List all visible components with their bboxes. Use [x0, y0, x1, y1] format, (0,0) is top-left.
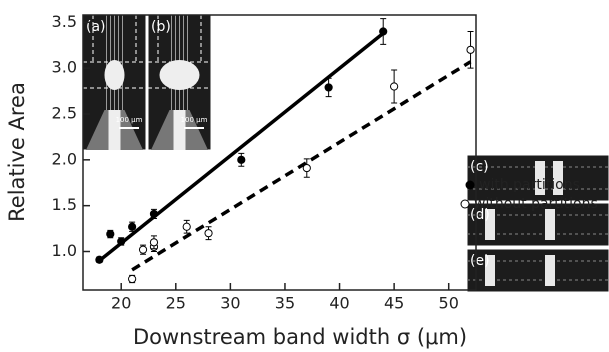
- legend-label: without partitions: [474, 196, 598, 212]
- inset-label: (e): [470, 253, 490, 269]
- legend-marker: [466, 181, 474, 189]
- inset-label: (a): [86, 19, 106, 35]
- scale-label: 100 μm: [116, 116, 143, 124]
- point: [467, 46, 474, 53]
- band: [160, 60, 200, 90]
- y-tick-label: 2.5: [52, 104, 77, 123]
- point: [325, 84, 332, 91]
- point: [183, 223, 190, 230]
- point: [96, 256, 103, 263]
- y-tick-label: 1.0: [52, 241, 77, 260]
- inset-label: (c): [470, 159, 489, 175]
- point: [150, 210, 157, 217]
- x-tick-label: 45: [384, 294, 404, 313]
- x-tick-label: 40: [329, 294, 349, 313]
- legend-label: with partitions: [479, 177, 580, 193]
- point: [150, 239, 157, 246]
- x-tick-label: 35: [275, 294, 295, 313]
- point: [380, 28, 387, 35]
- point: [118, 238, 125, 245]
- y-axis-label: Relative Area: [5, 82, 29, 222]
- y-tick-label: 1.5: [52, 195, 77, 214]
- x-tick-label: 50: [439, 294, 459, 313]
- point: [391, 83, 398, 90]
- point: [107, 230, 114, 237]
- x-tick-label: 30: [220, 294, 240, 313]
- x-tick-label: 20: [111, 294, 131, 313]
- y-tick-label: 3.0: [52, 58, 77, 77]
- point: [129, 275, 136, 282]
- scale-label: 100 μm: [181, 116, 208, 124]
- point: [205, 230, 212, 237]
- point: [303, 164, 310, 171]
- point: [238, 156, 245, 163]
- band: [545, 209, 555, 240]
- x-axis-label: Downstream band width σ (μm): [133, 325, 467, 349]
- point: [139, 246, 146, 253]
- inset-label: (b): [151, 19, 171, 35]
- chart: 100 μm(a)100 μm(b)(c)(d)(e) Downstream b…: [0, 0, 609, 352]
- y-tick-label: 2.0: [52, 149, 77, 168]
- legend-marker: [461, 200, 469, 208]
- band: [545, 255, 555, 286]
- band: [105, 60, 125, 90]
- point: [129, 223, 136, 230]
- x-tick-label: 25: [166, 294, 186, 313]
- y-tick-label: 3.5: [52, 12, 77, 31]
